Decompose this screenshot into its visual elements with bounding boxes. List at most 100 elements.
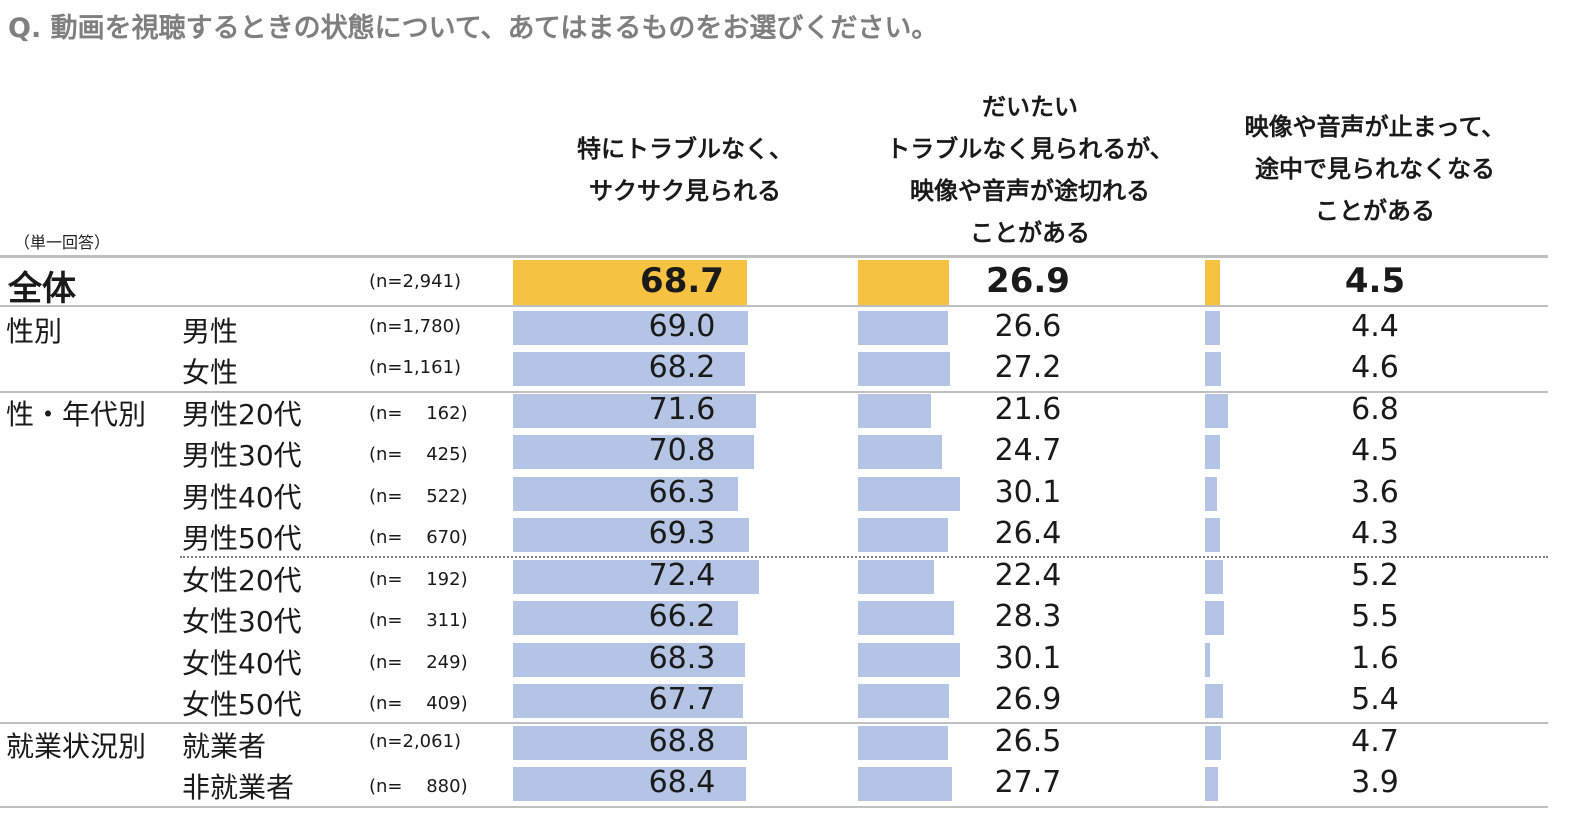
value-label: 3.9	[1351, 765, 1399, 801]
row-label: 女性20代	[182, 563, 302, 597]
bar-row-col1	[513, 725, 747, 760]
bar-row-col1	[513, 310, 748, 345]
bar-row-col2	[858, 601, 955, 636]
row-label: 男性	[182, 314, 239, 348]
divider-after-gender	[0, 391, 1548, 393]
bar-row-col3	[1205, 310, 1220, 345]
bar-row-col3	[1205, 601, 1224, 636]
bar-row-col3	[1205, 435, 1221, 470]
value-label: 26.6	[994, 308, 1062, 344]
value-label: 68.8	[648, 723, 716, 759]
divider-after-age	[0, 722, 1548, 724]
bar-row-col3	[1205, 393, 1229, 428]
value-label: 27.2	[994, 350, 1062, 386]
value-label: 4.6	[1351, 350, 1399, 386]
value-label: 68.4	[648, 765, 716, 801]
value-label: 24.7	[994, 433, 1062, 469]
bar-row-col2	[858, 725, 949, 760]
bar-row-col1	[513, 435, 754, 470]
total-row-label: 全体	[8, 268, 76, 309]
sample-size: (n= 409)	[369, 693, 468, 715]
value-label: 26.4	[994, 516, 1062, 552]
bar-row-col3	[1205, 559, 1223, 594]
value-label: 28.3	[994, 599, 1062, 635]
sample-size: (n=1,780)	[369, 315, 462, 337]
value-label: 71.6	[648, 391, 716, 427]
sample-size: (n= 249)	[369, 651, 468, 673]
value-label: 6.8	[1351, 391, 1399, 427]
bar-row-col1	[513, 476, 739, 511]
bar-row-col1	[513, 767, 746, 802]
value-label: 21.6	[994, 391, 1062, 427]
row-label: 女性	[182, 356, 239, 390]
value-label: 3.6	[1351, 474, 1399, 510]
row-label: 就業者	[182, 729, 267, 763]
value-label: 68.2	[648, 350, 716, 386]
sample-size: (n=2,061)	[369, 730, 462, 752]
bar-row-col1	[513, 559, 760, 594]
bar-row-col3	[1205, 518, 1220, 553]
value-label: 1.6	[1351, 640, 1399, 676]
sample-size: (n= 522)	[369, 485, 468, 507]
answer-type-note: （単一回答）	[14, 233, 111, 252]
group-label: 性・年代別	[6, 397, 147, 431]
value-label: 5.4	[1351, 682, 1399, 718]
value-label: 70.8	[648, 433, 716, 469]
value-label: 72.4	[648, 557, 716, 593]
row-label: 非就業者	[182, 771, 295, 805]
sample-size: (n= 880)	[369, 776, 468, 798]
bar-row-col1	[513, 393, 757, 428]
sample-size: (n= 425)	[369, 444, 468, 466]
bar-row-col3	[1205, 725, 1221, 760]
value-label: 26.9	[994, 682, 1062, 718]
bar-total-col3	[1205, 259, 1221, 306]
value-label: 5.5	[1351, 599, 1399, 635]
bar-row-col2	[858, 476, 961, 511]
bar-row-col2	[858, 352, 951, 387]
bar-total-col2	[858, 259, 950, 306]
value-label: 4.5	[1344, 260, 1406, 301]
value-label: 26.5	[994, 723, 1062, 759]
row-label: 女性50代	[182, 688, 302, 722]
group-label: 性別	[6, 314, 63, 348]
row-label: 男性20代	[182, 397, 302, 431]
column-header-smooth: 特にトラブルなく、 サクサク見られる	[577, 135, 793, 205]
sample-size: (n=2,941)	[369, 270, 462, 292]
value-label: 5.2	[1351, 557, 1399, 593]
bar-row-col2	[858, 310, 949, 345]
row-label: 男性40代	[182, 480, 302, 514]
value-label: 66.2	[648, 599, 716, 635]
bar-row-col3	[1205, 642, 1211, 677]
row-label: 女性30代	[182, 605, 302, 639]
bar-row-col1	[513, 684, 744, 719]
value-label: 66.3	[648, 474, 716, 510]
group-label: 就業状況別	[6, 729, 147, 763]
value-label: 27.7	[994, 765, 1062, 801]
value-label: 26.9	[986, 260, 1070, 301]
sample-size: (n= 192)	[369, 568, 468, 590]
value-label: 4.7	[1351, 723, 1399, 759]
value-label: 68.3	[648, 640, 716, 676]
row-label: 男性30代	[182, 439, 302, 473]
bar-row-col2	[858, 642, 961, 677]
bar-row-col1	[513, 518, 749, 553]
bar-row-col2	[858, 559, 935, 594]
value-label: 69.3	[648, 516, 716, 552]
bar-row-col2	[858, 393, 932, 428]
value-label: 30.1	[994, 640, 1062, 676]
bar-row-col2	[858, 518, 948, 553]
header-divider	[0, 255, 1548, 258]
bar-row-col1	[513, 642, 746, 677]
question-title: Q. 動画を視聴するときの状態について、あてはまるものをお選びください。	[8, 13, 939, 44]
bottom-divider	[0, 806, 1548, 808]
sample-size: (n= 311)	[369, 610, 468, 632]
value-label: 4.4	[1351, 308, 1399, 344]
divider-after-total	[0, 305, 1548, 307]
bar-row-col3	[1205, 352, 1221, 387]
value-label: 68.7	[640, 260, 724, 301]
bar-row-col2	[858, 435, 942, 470]
bar-row-col1	[513, 352, 745, 387]
bar-total-col1	[513, 259, 747, 306]
bar-row-col2	[858, 684, 950, 719]
